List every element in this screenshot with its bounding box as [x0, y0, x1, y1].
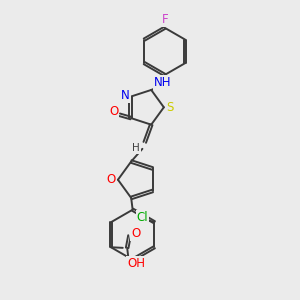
- Text: S: S: [167, 101, 174, 114]
- Text: O: O: [131, 226, 141, 240]
- Text: F: F: [161, 13, 168, 26]
- Text: N: N: [121, 88, 130, 102]
- Text: OH: OH: [127, 257, 145, 270]
- Text: O: O: [106, 173, 116, 186]
- Text: Cl: Cl: [137, 211, 148, 224]
- Text: H: H: [132, 143, 140, 153]
- Text: O: O: [109, 105, 119, 118]
- Text: NH: NH: [154, 76, 171, 89]
